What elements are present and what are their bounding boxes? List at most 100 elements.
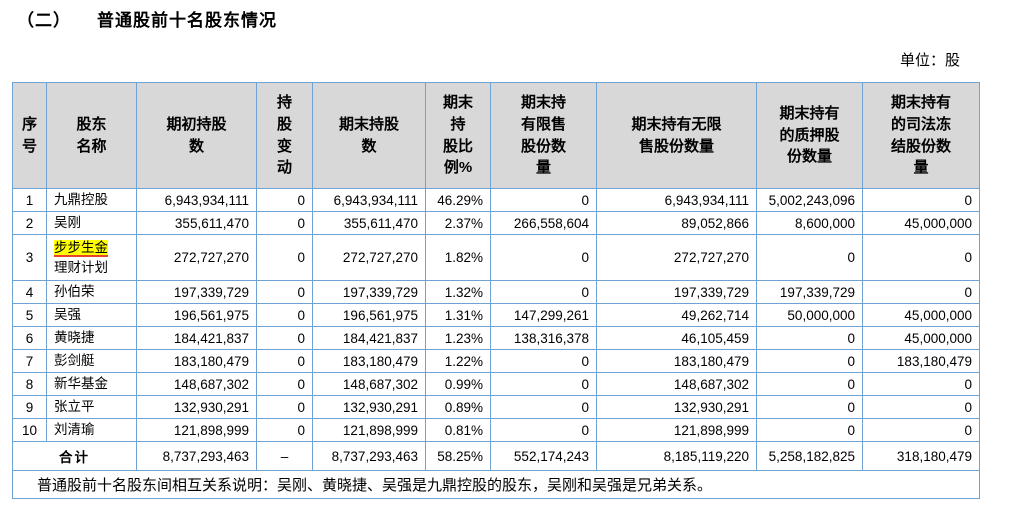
unit-label: 单位：股 bbox=[899, 53, 960, 69]
serial-number-cell: 3 bbox=[12, 234, 47, 281]
holding-change-cell: 0 bbox=[256, 372, 313, 396]
unrestricted-shares-cell: 272,727,270 bbox=[596, 234, 757, 281]
header-unrestricted-shares: 期末持有无限 售股份数量 bbox=[596, 82, 757, 189]
holding-change-cell: 0 bbox=[256, 349, 313, 373]
header-shareholder-name: 股东 名称 bbox=[46, 82, 137, 189]
unrestricted-shares-cell: 89,052,866 bbox=[596, 211, 757, 235]
initial-holdings-cell: 121,898,999 bbox=[136, 418, 257, 442]
pledged-shares-cell: 0 bbox=[756, 372, 863, 396]
table-row: 10 刘清瑜 121,898,999 0 121,898,999 0.81% 0 121,89… bbox=[12, 418, 980, 442]
pledged-shares-cell: 0 bbox=[756, 418, 863, 442]
header-restricted-shares: 期末持 有限售 股份数 量 bbox=[490, 82, 597, 189]
section-title: （二） 普通股前十名股东情况 bbox=[17, 6, 277, 31]
restricted-shares-cell: 0 bbox=[490, 349, 597, 373]
holding-ratio-cell: 1.22% bbox=[425, 349, 491, 373]
initial-holdings-cell: 148,687,302 bbox=[136, 372, 257, 396]
restricted-shares-cell: 147,299,261 bbox=[490, 303, 597, 327]
unrestricted-shares-cell: 6,943,934,111 bbox=[596, 188, 757, 212]
frozen-shares-cell: 0 bbox=[862, 234, 980, 281]
holding-change-cell: 0 bbox=[256, 280, 313, 304]
holding-change-cell: 0 bbox=[256, 395, 313, 419]
holding-change-cell: 0 bbox=[256, 326, 313, 350]
final-holdings-cell: 121,898,999 bbox=[312, 418, 426, 442]
header-holding-change: 持 股 变 动 bbox=[256, 82, 313, 189]
pledged-shares-cell: 8,600,000 bbox=[756, 211, 863, 235]
shareholder-name-cell: 吴强 bbox=[46, 303, 137, 327]
pledged-shares-cell: 0 bbox=[756, 395, 863, 419]
shareholder-name-cell: 张立平 bbox=[46, 395, 137, 419]
total-holding-ratio-cell: 58.25% bbox=[425, 441, 491, 471]
serial-number-cell: 4 bbox=[12, 280, 47, 304]
highlighted-term: 步步生金 bbox=[54, 239, 108, 257]
shareholder-name-cell: 孙伯荣 bbox=[46, 280, 137, 304]
frozen-shares-cell: 0 bbox=[862, 418, 980, 442]
serial-number-cell: 1 bbox=[12, 188, 47, 212]
total-pledged-shares-cell: 5,258,182,825 bbox=[756, 441, 863, 471]
unrestricted-shares-cell: 46,105,459 bbox=[596, 326, 757, 350]
initial-holdings-cell: 196,561,975 bbox=[136, 303, 257, 327]
initial-holdings-cell: 355,611,470 bbox=[136, 211, 257, 235]
initial-holdings-cell: 132,930,291 bbox=[136, 395, 257, 419]
shareholder-name-cell: 彭剑艇 bbox=[46, 349, 137, 373]
holding-ratio-cell: 2.37% bbox=[425, 211, 491, 235]
holding-ratio-cell: 0.99% bbox=[425, 372, 491, 396]
total-unrestricted-shares-cell: 8,185,119,220 bbox=[596, 441, 757, 471]
initial-holdings-cell: 184,421,837 bbox=[136, 326, 257, 350]
header-frozen-shares: 期末持有 的司法冻 结股份数 量 bbox=[862, 82, 980, 189]
shareholder-name-rest: 理财计划 bbox=[54, 259, 108, 275]
unrestricted-shares-cell: 121,898,999 bbox=[596, 418, 757, 442]
header-final-holdings: 期末持股 数 bbox=[312, 82, 426, 189]
frozen-shares-cell: 0 bbox=[862, 395, 980, 419]
shareholder-name-cell: 九鼎控股 bbox=[46, 188, 137, 212]
holding-change-cell: 0 bbox=[256, 211, 313, 235]
pledged-shares-cell: 50,000,000 bbox=[756, 303, 863, 327]
table-row: 8 新华基金 148,687,302 0 148,687,302 0.99% 0 148,68… bbox=[12, 372, 980, 396]
initial-holdings-cell: 183,180,479 bbox=[136, 349, 257, 373]
frozen-shares-cell: 0 bbox=[862, 188, 980, 212]
total-label-cell: 合计 bbox=[12, 441, 137, 471]
table-row: 2 吴刚 355,611,470 0 355,611,470 2.37% 266,558,6… bbox=[12, 211, 980, 235]
unrestricted-shares-cell: 49,262,714 bbox=[596, 303, 757, 327]
header-holding-ratio: 期末 持 股比 例% bbox=[425, 82, 491, 189]
relationship-note-cell: 普通股前十名股东间相互关系说明：吴刚、黄晓捷、吴强是九鼎控股的股东，吴刚和吴强是… bbox=[12, 470, 980, 499]
serial-number-cell: 5 bbox=[12, 303, 47, 327]
unrestricted-shares-cell: 148,687,302 bbox=[596, 372, 757, 396]
holding-change-cell: 0 bbox=[256, 234, 313, 281]
total-holding-change-cell: – bbox=[256, 441, 313, 471]
shareholder-name-cell: 新华基金 bbox=[46, 372, 137, 396]
table-row: 4 孙伯荣 197,339,729 0 197,339,729 1.32% 0 197,339… bbox=[12, 280, 980, 304]
total-frozen-shares-cell: 318,180,479 bbox=[862, 441, 980, 471]
holding-ratio-cell: 1.31% bbox=[425, 303, 491, 327]
pledged-shares-cell: 0 bbox=[756, 326, 863, 350]
final-holdings-cell: 355,611,470 bbox=[312, 211, 426, 235]
restricted-shares-cell: 0 bbox=[490, 234, 597, 281]
shareholder-name-cell: 刘清瑜 bbox=[46, 418, 137, 442]
pledged-shares-cell: 197,339,729 bbox=[756, 280, 863, 304]
holding-ratio-cell: 0.89% bbox=[425, 395, 491, 419]
serial-number-cell: 7 bbox=[12, 349, 47, 373]
pledged-shares-cell: 5,002,243,096 bbox=[756, 188, 863, 212]
pledged-shares-cell: 0 bbox=[756, 234, 863, 281]
shareholder-name-cell: 步步生金 理财计划 bbox=[46, 234, 137, 281]
final-holdings-cell: 196,561,975 bbox=[312, 303, 426, 327]
frozen-shares-cell: 183,180,479 bbox=[862, 349, 980, 373]
holding-ratio-cell: 46.29% bbox=[425, 188, 491, 212]
final-holdings-cell: 148,687,302 bbox=[312, 372, 426, 396]
table-row: 5 吴强 196,561,975 0 196,561,975 1.31% 147,299,2… bbox=[12, 303, 980, 327]
section-number: （二） bbox=[17, 11, 71, 30]
table-row: 1 九鼎控股 6,943,934,111 0 6,943,934,111 46.29% 0 6… bbox=[12, 188, 980, 212]
final-holdings-cell: 197,339,729 bbox=[312, 280, 426, 304]
serial-number-cell: 2 bbox=[12, 211, 47, 235]
frozen-shares-cell: 45,000,000 bbox=[862, 326, 980, 350]
frozen-shares-cell: 0 bbox=[862, 372, 980, 396]
initial-holdings-cell: 6,943,934,111 bbox=[136, 188, 257, 212]
total-row: 合计 8,737,293,463–8,737,293,463 58.25% 552,1… bbox=[12, 441, 980, 471]
table-header-row: 序 号 股东 名称 期初持股 数 持 股 变 动 期末持股 数 期末 持 股比 … bbox=[12, 82, 980, 189]
restricted-shares-cell: 0 bbox=[490, 280, 597, 304]
final-holdings-cell: 272,727,270 bbox=[312, 234, 426, 281]
serial-number-cell: 9 bbox=[12, 395, 47, 419]
holding-ratio-cell: 1.82% bbox=[425, 234, 491, 281]
restricted-shares-cell: 0 bbox=[490, 418, 597, 442]
unrestricted-shares-cell: 183,180,479 bbox=[596, 349, 757, 373]
